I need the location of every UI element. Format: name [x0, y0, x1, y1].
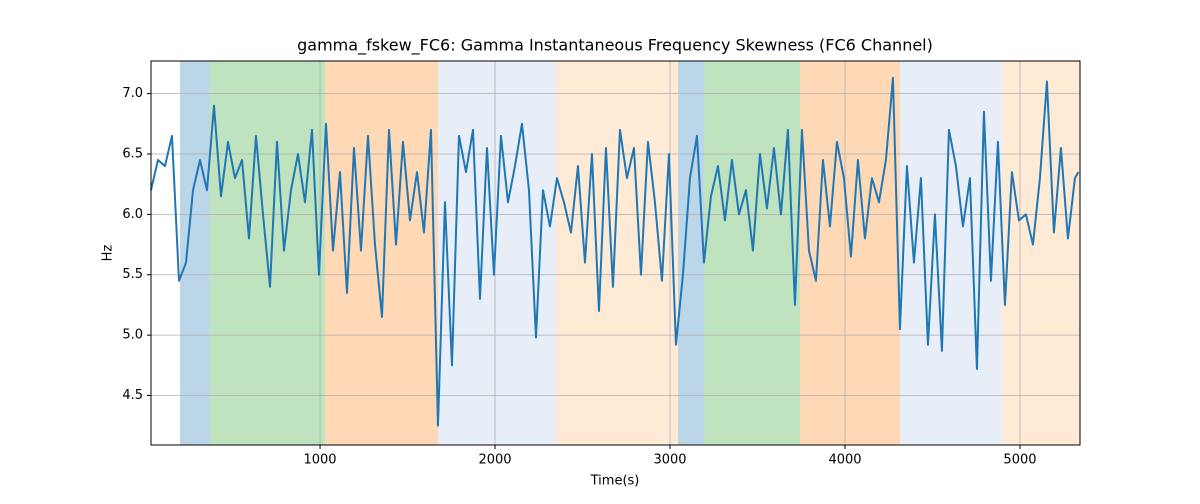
shaded-span — [678, 61, 704, 445]
y-tick-label: 6.0 — [122, 207, 143, 222]
x-tick-label: 2000 — [478, 453, 511, 468]
y-tick-label: 6.5 — [122, 146, 143, 161]
y-tick-label: 4.5 — [122, 388, 143, 403]
y-tick-label: 5.5 — [122, 267, 143, 282]
shaded-span — [1001, 61, 1080, 445]
data-line — [150, 76, 1080, 427]
x-tick-label: 5000 — [1003, 453, 1036, 468]
shaded-span — [703, 61, 801, 445]
shaded-span — [437, 61, 557, 445]
x-tick-label: 3000 — [653, 453, 686, 468]
x-tick-label: 4000 — [828, 453, 861, 468]
shaded-span — [556, 61, 679, 445]
x-axis-label: Time(s) — [590, 474, 640, 489]
shaded-span — [325, 61, 438, 445]
shaded-span — [180, 61, 210, 445]
y-tick-label: 7.0 — [122, 86, 143, 101]
y-tick-label: 5.0 — [122, 328, 143, 343]
y-axis-label: Hz — [101, 245, 116, 262]
chart-title: gamma_fskew_FC6: Gamma Instantaneous Fre… — [297, 36, 933, 56]
plot-frame — [150, 60, 1081, 446]
x-tick-label: 1000 — [303, 453, 336, 468]
